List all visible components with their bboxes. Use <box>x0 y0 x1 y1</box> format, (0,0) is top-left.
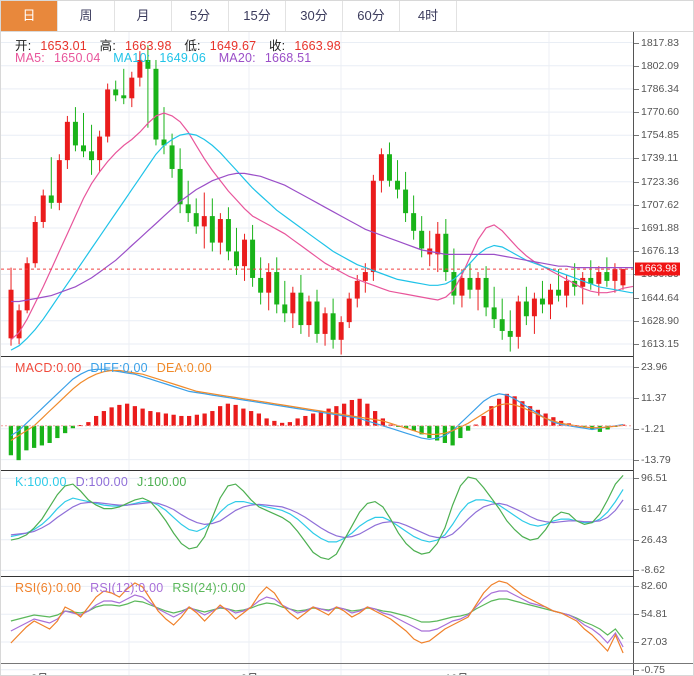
plot-area[interactable]: 开: 1653.01 高: 1663.98 低: 1649.67 收: 1663.98 … <box>1 32 633 675</box>
axis-label: 61.47 <box>641 503 668 516</box>
period-tab-4[interactable]: 15分 <box>229 1 286 31</box>
period-tab-bar: 日周月 5分 15分 30分 60分 4时 <box>1 1 693 32</box>
axis-label: 27.03 <box>641 635 668 648</box>
axis-tick <box>634 397 639 399</box>
axis-label: 1707.62 <box>641 198 679 211</box>
axis-tick <box>634 251 639 253</box>
axis-label: 11.37 <box>641 391 667 404</box>
time-axis-label-1: 9月 <box>241 670 258 675</box>
axis-tick <box>634 320 639 322</box>
axis-tick <box>634 570 639 572</box>
chart-frame: 开: 1653.01 高: 1663.98 低: 1649.67 收: 1663.98 … <box>1 32 693 675</box>
axis-tick <box>634 641 639 643</box>
axis-label: 54.81 <box>641 608 668 621</box>
axis-tick <box>634 42 639 44</box>
axis-tick <box>634 669 639 671</box>
axis-label: 82.60 <box>641 580 668 593</box>
axis-label: 1817.83 <box>641 36 679 49</box>
axis-tick <box>634 297 639 299</box>
axis-tick <box>634 112 639 114</box>
axis-label: 1723.36 <box>641 175 679 188</box>
axis-label: 1739.11 <box>641 152 679 165</box>
axis-label: 1628.90 <box>641 314 679 327</box>
axis-label: 96.51 <box>641 472 668 485</box>
macd-panel[interactable]: MACD:0.00 DIFF:0.00 DEA:0.00 <box>1 356 633 470</box>
axis-tick <box>634 509 639 511</box>
axis-tick <box>634 158 639 160</box>
axis-label: 1770.60 <box>641 106 679 119</box>
axis-tick <box>634 459 639 461</box>
axis-tick <box>634 539 639 541</box>
axis-label: 1613.15 <box>641 337 679 350</box>
axis-tick <box>634 478 639 480</box>
axis-tick <box>634 135 639 137</box>
axis-tick <box>634 428 639 430</box>
tab-bar-filler <box>457 1 693 31</box>
period-tab-2[interactable]: 月 <box>115 1 172 31</box>
price-panel[interactable]: 开: 1653.01 高: 1663.98 低: 1649.67 收: 1663.98 … <box>1 32 633 356</box>
axis-tick <box>634 181 639 183</box>
period-tab-3[interactable]: 5分 <box>172 1 229 31</box>
time-axis: 8月 9月 10月 <box>1 663 693 675</box>
axis-tick <box>634 586 639 588</box>
axis-label: 1691.88 <box>641 222 679 235</box>
axis-tick <box>634 228 639 230</box>
period-tab-6[interactable]: 60分 <box>343 1 400 31</box>
last-price-badge: 1663.98 <box>635 262 680 276</box>
axis-label: -13.79 <box>641 453 671 466</box>
axis-tick <box>634 343 639 345</box>
time-axis-label-2: 10月 <box>445 670 468 675</box>
kdj-panel[interactable]: K:100.00 D:100.00 J:100.00 <box>1 470 633 576</box>
period-tab-5[interactable]: 30分 <box>286 1 343 31</box>
axis-label: -8.62 <box>641 564 665 577</box>
axis-tick <box>634 204 639 206</box>
axis-label: -0.75 <box>641 663 665 676</box>
value-axis-column: 1817.83 1802.09 1786.34 1770.60 1754.85 1739.… <box>633 32 693 675</box>
time-axis-label-0: 8月 <box>31 670 48 675</box>
axis-label: 23.96 <box>641 360 668 373</box>
axis-tick <box>634 88 639 90</box>
axis-tick <box>634 366 639 368</box>
period-tab-0[interactable]: 日 <box>1 1 58 31</box>
rsi-panel[interactable]: RSI(6):0.00 RSI(12):0.00 RSI(24):0.00 <box>1 576 633 675</box>
axis-label: 1802.09 <box>641 59 679 72</box>
axis-label: 26.43 <box>641 533 668 546</box>
axis-label: 1644.64 <box>641 291 679 304</box>
axis-tick <box>634 614 639 616</box>
period-tab-1[interactable]: 周 <box>58 1 115 31</box>
axis-label: -1.21 <box>641 422 665 435</box>
axis-label: 1754.85 <box>641 129 679 142</box>
period-tab-7[interactable]: 4时 <box>400 1 457 31</box>
axis-tick <box>634 65 639 67</box>
axis-label: 1786.34 <box>641 82 679 95</box>
axis-label: 1676.13 <box>641 245 679 258</box>
